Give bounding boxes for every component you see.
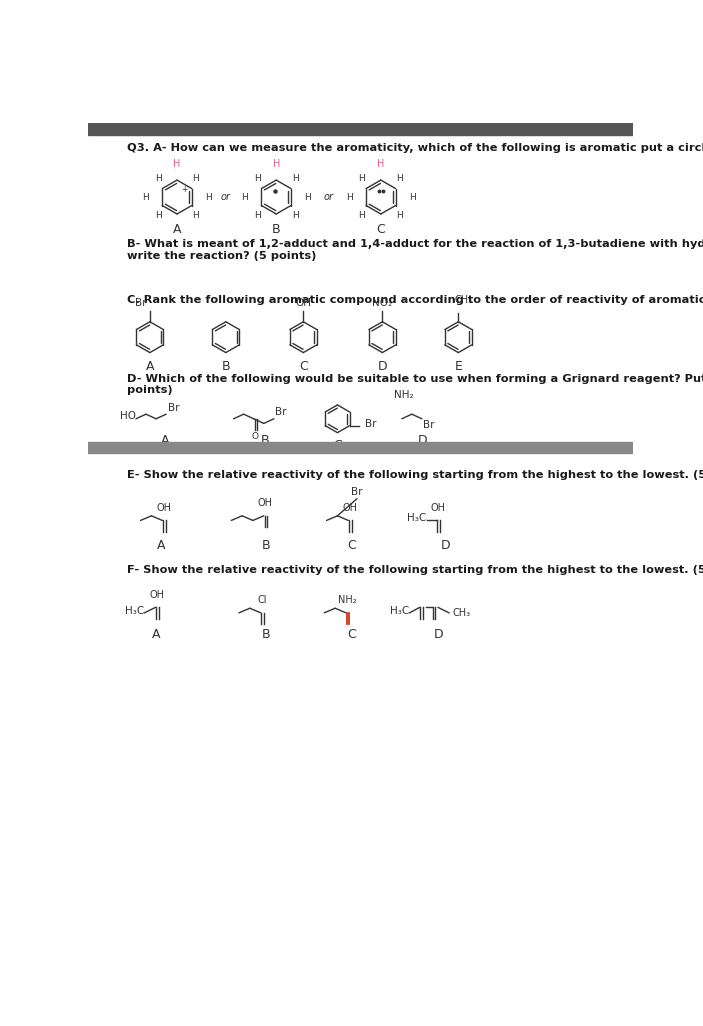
Text: A: A — [161, 434, 169, 447]
Text: C: C — [333, 439, 342, 452]
Text: A: A — [173, 223, 181, 236]
Text: E: E — [454, 360, 463, 372]
Text: OH: OH — [295, 299, 311, 308]
Text: C: C — [347, 539, 356, 552]
Text: H: H — [292, 174, 299, 183]
Text: Br: Br — [135, 299, 146, 308]
Bar — [88, 442, 633, 452]
Text: E- Show the relative reactivity of the following starting from the highest to th: E- Show the relative reactivity of the f… — [127, 470, 703, 480]
Text: OH: OH — [342, 503, 357, 513]
Text: write the reaction? (5 points): write the reaction? (5 points) — [127, 251, 316, 261]
Text: Br: Br — [423, 421, 435, 430]
Text: H: H — [193, 174, 199, 183]
Text: C: C — [299, 360, 308, 372]
Text: H: H — [273, 159, 280, 168]
Text: H: H — [359, 211, 366, 220]
Text: Br: Br — [365, 420, 377, 429]
Text: H: H — [155, 211, 162, 220]
Text: CH₃: CH₃ — [454, 295, 472, 305]
Bar — [88, 123, 633, 135]
Text: H: H — [396, 174, 403, 183]
Text: A: A — [146, 360, 154, 372]
Text: F- Show the relative reactivity of the following starting from the highest to th: F- Show the relative reactivity of the f… — [127, 565, 703, 576]
Text: NH₂: NH₂ — [338, 595, 357, 605]
Text: Br: Br — [276, 407, 287, 418]
Text: OH: OH — [156, 503, 172, 513]
Text: H: H — [174, 159, 181, 168]
Text: B- What is meant of 1,2-adduct and 1,4-adduct for the reaction of 1,3-butadiene : B- What is meant of 1,2-adduct and 1,4-a… — [127, 239, 703, 249]
Text: H: H — [304, 193, 311, 201]
Text: D: D — [418, 434, 427, 447]
Text: B: B — [260, 434, 269, 447]
Text: H: H — [142, 193, 149, 201]
Text: or: or — [221, 192, 231, 202]
Text: H: H — [205, 193, 212, 201]
Text: +: + — [181, 185, 187, 194]
Text: H: H — [292, 211, 299, 220]
Text: H: H — [254, 174, 261, 183]
Text: B: B — [262, 539, 271, 552]
Text: OH: OH — [149, 590, 165, 600]
Text: H: H — [242, 193, 248, 201]
Text: D- Which of the following would be suitable to use when forming a Grignard reage: D- Which of the following would be suita… — [127, 374, 703, 384]
Text: or: or — [323, 192, 333, 202]
Text: H: H — [359, 174, 366, 183]
Text: B: B — [221, 360, 230, 372]
Text: points): points) — [127, 385, 172, 395]
Text: C. Rank the following aromatic compound according to the order of reactivity of : C. Rank the following aromatic compound … — [127, 294, 703, 305]
Text: B: B — [262, 628, 271, 641]
Text: O: O — [252, 432, 259, 441]
Text: Br: Br — [168, 402, 179, 412]
Text: OH: OH — [258, 498, 273, 508]
Text: B: B — [272, 223, 280, 236]
Text: H: H — [254, 211, 261, 220]
Text: D: D — [378, 360, 387, 372]
Text: H: H — [396, 211, 403, 220]
Text: CH₃: CH₃ — [452, 607, 470, 618]
Text: H: H — [377, 159, 385, 168]
Text: H₃C: H₃C — [125, 605, 144, 616]
Text: Q3. A- How can we measure the aromaticity, which of the following is aromatic pu: Q3. A- How can we measure the aromaticit… — [127, 144, 703, 153]
Text: C: C — [347, 628, 356, 641]
Text: H: H — [155, 174, 162, 183]
Text: OH: OH — [431, 503, 446, 513]
Text: H₃C: H₃C — [407, 513, 427, 523]
Text: H: H — [193, 211, 199, 220]
Text: H: H — [408, 193, 415, 201]
Text: HO: HO — [120, 411, 136, 422]
Text: Br: Br — [351, 487, 363, 498]
Text: H₃C: H₃C — [390, 605, 410, 616]
Text: H: H — [346, 193, 353, 201]
Text: C: C — [376, 223, 385, 236]
Text: D: D — [441, 539, 451, 552]
Text: NO₂: NO₂ — [373, 299, 392, 308]
Text: A: A — [157, 539, 166, 552]
Text: Cl: Cl — [257, 595, 267, 605]
Text: D: D — [433, 628, 443, 641]
Text: NH₂: NH₂ — [394, 390, 414, 400]
Text: A: A — [152, 628, 160, 641]
